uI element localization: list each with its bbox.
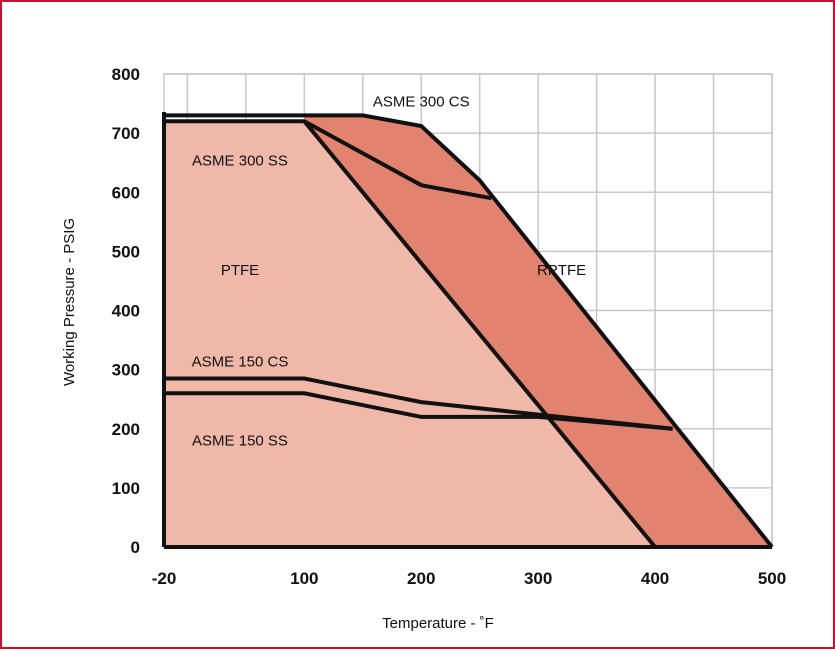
- y-tick-label: 400: [112, 302, 140, 321]
- chart-annotation-ptfe: PTFE: [221, 262, 259, 279]
- region-ptfe: [164, 121, 656, 548]
- series-line-ptfe: [302, 120, 657, 549]
- regions: [164, 115, 772, 548]
- x-tick-label: 100: [290, 569, 318, 588]
- y-axis-label: Working Pressure - PSIG: [61, 218, 78, 386]
- region-labels: ASME 300 CS ASME 300 SS PTFE RPTFE ASME 150 …: [192, 94, 586, 450]
- series-line-asme-300-ss: [164, 119, 492, 201]
- y-tick-label: 0: [131, 538, 140, 557]
- y-tick-label: 700: [112, 124, 140, 143]
- x-tick-label: 300: [524, 569, 552, 588]
- series-line-asme-300-cs: [164, 113, 774, 549]
- y-tick-label: 300: [112, 361, 140, 380]
- x-tick-label: 400: [641, 569, 669, 588]
- x-tick-label: 500: [758, 569, 786, 588]
- y-tick-label: 800: [112, 65, 140, 84]
- chart-annotation-rptfe: RPTFE: [537, 262, 586, 279]
- y-tick-label: 100: [112, 479, 140, 498]
- y-tick-label: 600: [112, 183, 140, 202]
- chart-annotation-asme-300-cs: ASME 300 CS: [373, 94, 470, 111]
- chart-annotation-asme-150-cs: ASME 150 CS: [192, 354, 289, 371]
- y-tick-label: 500: [112, 242, 140, 261]
- y-tick-label: 200: [112, 420, 140, 439]
- series-line-asme-150-ss: [164, 391, 673, 431]
- series-lines: [162, 112, 774, 549]
- x-tick-label: 200: [407, 569, 435, 588]
- x-tick-label: -20: [152, 569, 177, 588]
- chart-annotation-asme-150-ss: ASME 150 SS: [192, 432, 288, 449]
- chart-annotation-asme-300-ss: ASME 300 SS: [192, 153, 288, 170]
- x-axis-label: Temperature - ˚F: [382, 615, 494, 632]
- region-rptfe: [304, 115, 772, 547]
- tick-labels: -20 100 200 300 400 500 0 100 200 300 400 500 600 700…: [112, 65, 787, 588]
